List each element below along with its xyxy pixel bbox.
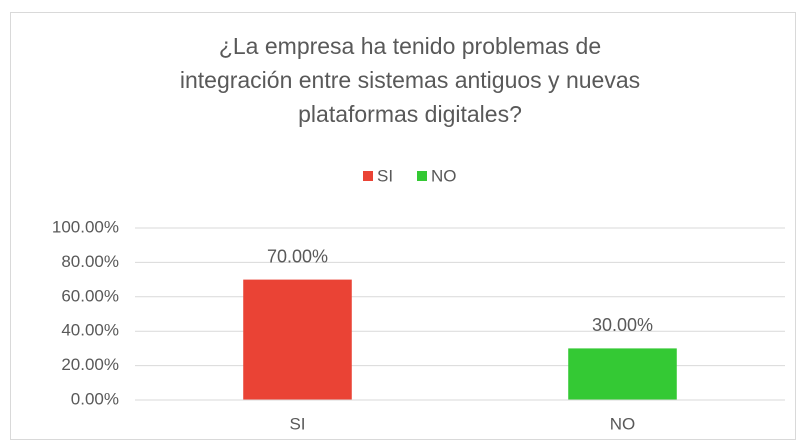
bar xyxy=(243,279,352,400)
y-tick-label: 0.00% xyxy=(71,389,119,408)
y-tick-label: 100.00% xyxy=(52,217,119,236)
y-tick-label: 60.00% xyxy=(61,286,119,305)
bar xyxy=(568,348,677,400)
chart-title: integración entre sistemas antiguos y nu… xyxy=(180,67,640,93)
legend-swatch xyxy=(363,171,373,181)
y-tick-label: 80.00% xyxy=(61,252,119,271)
y-tick-label: 40.00% xyxy=(61,321,119,340)
legend-swatch xyxy=(417,171,427,181)
x-tick-label: NO xyxy=(610,414,636,433)
legend-label: SI xyxy=(377,166,393,185)
data-label: 70.00% xyxy=(267,246,328,266)
y-tick-label: 20.00% xyxy=(61,355,119,374)
chart-title: plataformas digitales? xyxy=(298,101,522,127)
data-label: 30.00% xyxy=(592,315,653,335)
chart-title: ¿La empresa ha tenido problemas de xyxy=(219,33,601,59)
x-tick-label: SI xyxy=(289,414,305,433)
legend-label: NO xyxy=(431,166,457,185)
